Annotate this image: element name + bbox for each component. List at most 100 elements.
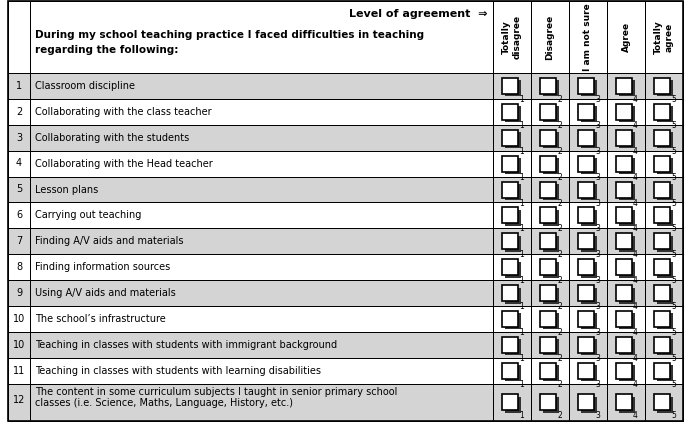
FancyBboxPatch shape <box>657 397 673 413</box>
FancyBboxPatch shape <box>578 337 594 353</box>
FancyBboxPatch shape <box>578 285 594 301</box>
FancyBboxPatch shape <box>578 363 594 379</box>
Text: 3: 3 <box>595 95 600 104</box>
Bar <box>569 358 607 384</box>
FancyBboxPatch shape <box>502 156 518 172</box>
FancyBboxPatch shape <box>502 181 518 197</box>
FancyBboxPatch shape <box>578 156 594 172</box>
FancyBboxPatch shape <box>654 156 670 172</box>
Text: 10: 10 <box>13 314 25 324</box>
Text: 4: 4 <box>633 250 638 259</box>
FancyBboxPatch shape <box>619 210 634 226</box>
Bar <box>531 254 569 280</box>
FancyBboxPatch shape <box>578 130 594 146</box>
FancyBboxPatch shape <box>540 78 556 94</box>
Bar <box>8 176 30 203</box>
FancyBboxPatch shape <box>502 207 518 223</box>
FancyBboxPatch shape <box>654 285 670 301</box>
Text: Teaching in classes with students with immigrant background: Teaching in classes with students with i… <box>35 340 337 350</box>
FancyBboxPatch shape <box>543 314 558 330</box>
FancyBboxPatch shape <box>543 184 558 200</box>
FancyBboxPatch shape <box>581 262 597 278</box>
Text: 5: 5 <box>671 147 676 156</box>
Bar <box>30 358 493 384</box>
Text: 2: 2 <box>557 411 562 420</box>
Text: 6: 6 <box>16 210 22 220</box>
Text: 2: 2 <box>557 173 562 181</box>
FancyBboxPatch shape <box>619 158 634 174</box>
FancyBboxPatch shape <box>540 130 556 146</box>
Text: During my school teaching practice I faced difficulties in teaching: During my school teaching practice I fac… <box>35 30 424 40</box>
Text: 12: 12 <box>13 395 25 405</box>
Text: 1: 1 <box>519 121 524 130</box>
FancyBboxPatch shape <box>616 104 632 120</box>
Text: Totally
agree: Totally agree <box>654 20 674 54</box>
FancyBboxPatch shape <box>505 397 521 413</box>
Text: 3: 3 <box>595 328 600 337</box>
Text: 5: 5 <box>671 225 676 233</box>
Text: Classroom discipline: Classroom discipline <box>35 81 135 91</box>
FancyBboxPatch shape <box>616 181 632 197</box>
FancyBboxPatch shape <box>505 339 521 355</box>
FancyBboxPatch shape <box>502 337 518 353</box>
Bar <box>30 125 493 151</box>
FancyBboxPatch shape <box>657 81 673 97</box>
Bar <box>30 1 493 73</box>
Text: 2: 2 <box>16 107 22 116</box>
Text: 2: 2 <box>557 380 562 389</box>
Bar <box>531 384 569 421</box>
FancyBboxPatch shape <box>619 339 634 355</box>
FancyBboxPatch shape <box>619 397 634 413</box>
Bar <box>8 254 30 280</box>
FancyBboxPatch shape <box>578 259 594 275</box>
FancyBboxPatch shape <box>654 363 670 379</box>
Text: Finding information sources: Finding information sources <box>35 262 171 272</box>
Bar <box>607 384 645 421</box>
Text: Collaborating with the class teacher: Collaborating with the class teacher <box>35 107 212 117</box>
Text: 5: 5 <box>671 411 676 420</box>
Bar <box>645 332 683 358</box>
Text: 4: 4 <box>633 173 638 181</box>
FancyBboxPatch shape <box>657 210 673 226</box>
Text: 1: 1 <box>519 225 524 233</box>
FancyBboxPatch shape <box>657 184 673 200</box>
Bar <box>531 1 569 73</box>
Bar <box>645 280 683 306</box>
FancyBboxPatch shape <box>502 285 518 301</box>
FancyBboxPatch shape <box>543 236 558 252</box>
Bar <box>30 73 493 99</box>
FancyBboxPatch shape <box>657 287 673 303</box>
Bar <box>493 306 531 332</box>
Bar <box>8 306 30 332</box>
FancyBboxPatch shape <box>654 259 670 275</box>
Text: Collaborating with the students: Collaborating with the students <box>35 133 189 143</box>
Bar <box>531 332 569 358</box>
Bar <box>645 228 683 254</box>
Bar <box>645 384 683 421</box>
FancyBboxPatch shape <box>543 287 558 303</box>
Bar <box>8 1 30 73</box>
FancyBboxPatch shape <box>540 394 556 410</box>
Bar <box>607 358 645 384</box>
Bar <box>569 151 607 176</box>
Text: 4: 4 <box>633 95 638 104</box>
Text: Collaborating with the Head teacher: Collaborating with the Head teacher <box>35 159 213 169</box>
FancyBboxPatch shape <box>657 262 673 278</box>
Text: 2: 2 <box>557 250 562 259</box>
FancyBboxPatch shape <box>540 337 556 353</box>
Text: 4: 4 <box>633 147 638 156</box>
FancyBboxPatch shape <box>581 314 597 330</box>
Bar <box>531 306 569 332</box>
Text: 2: 2 <box>557 147 562 156</box>
Text: 1: 1 <box>519 250 524 259</box>
FancyBboxPatch shape <box>540 363 556 379</box>
Text: 1: 1 <box>519 198 524 208</box>
Bar <box>645 1 683 73</box>
Bar <box>8 125 30 151</box>
Bar <box>8 73 30 99</box>
Bar <box>30 203 493 228</box>
Bar <box>645 73 683 99</box>
FancyBboxPatch shape <box>619 287 634 303</box>
Bar <box>30 254 493 280</box>
Bar <box>531 228 569 254</box>
